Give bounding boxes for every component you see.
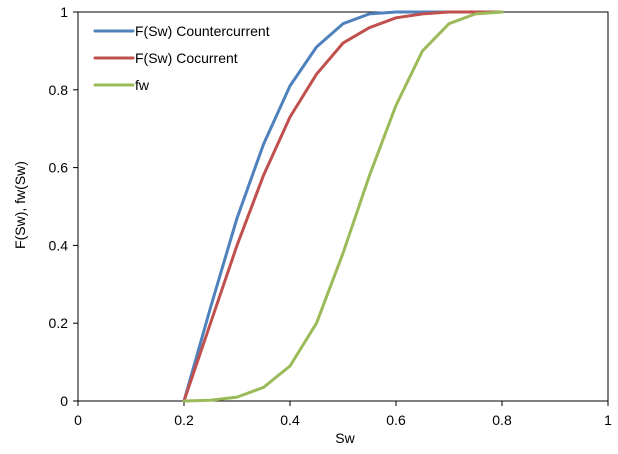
y-tick-label: 0 — [60, 393, 68, 409]
x-tick-label: 0.2 — [174, 412, 194, 428]
series-line-3 — [182, 10, 504, 403]
legend: F(Sw) Countercurrent F(Sw) Cocurrent fw — [93, 23, 270, 93]
y-tick-label: 0.6 — [49, 160, 69, 176]
legend-label-3: fw — [135, 77, 150, 93]
series-line-1 — [182, 10, 504, 403]
x-axis-ticks: 0 0.2 0.4 0.6 0.8 1 — [74, 401, 612, 428]
x-axis-title: Sw — [335, 430, 355, 446]
legend-label-2: F(Sw) Cocurrent — [135, 50, 238, 66]
y-tick-label: 1 — [60, 4, 68, 20]
y-axis-ticks: 0 0.2 0.4 0.6 0.8 1 — [49, 4, 78, 409]
x-tick-label: 0.4 — [280, 412, 300, 428]
y-tick-label: 0.4 — [49, 237, 69, 253]
legend-label-1: F(Sw) Countercurrent — [135, 23, 270, 39]
series-lines — [182, 10, 504, 403]
x-tick-label: 0.8 — [492, 412, 512, 428]
x-tick-label: 0 — [74, 412, 82, 428]
plot-area-border — [77, 11, 609, 402]
y-tick-label: 0.2 — [49, 315, 69, 331]
x-tick-label: 1 — [604, 412, 612, 428]
series-line-2 — [182, 10, 504, 403]
plot-frame — [77, 11, 609, 402]
y-axis-title: F(Sw), fw(Sw) — [12, 161, 28, 249]
y-tick-label: 0.8 — [49, 82, 69, 98]
x-tick-label: 0.6 — [386, 412, 406, 428]
